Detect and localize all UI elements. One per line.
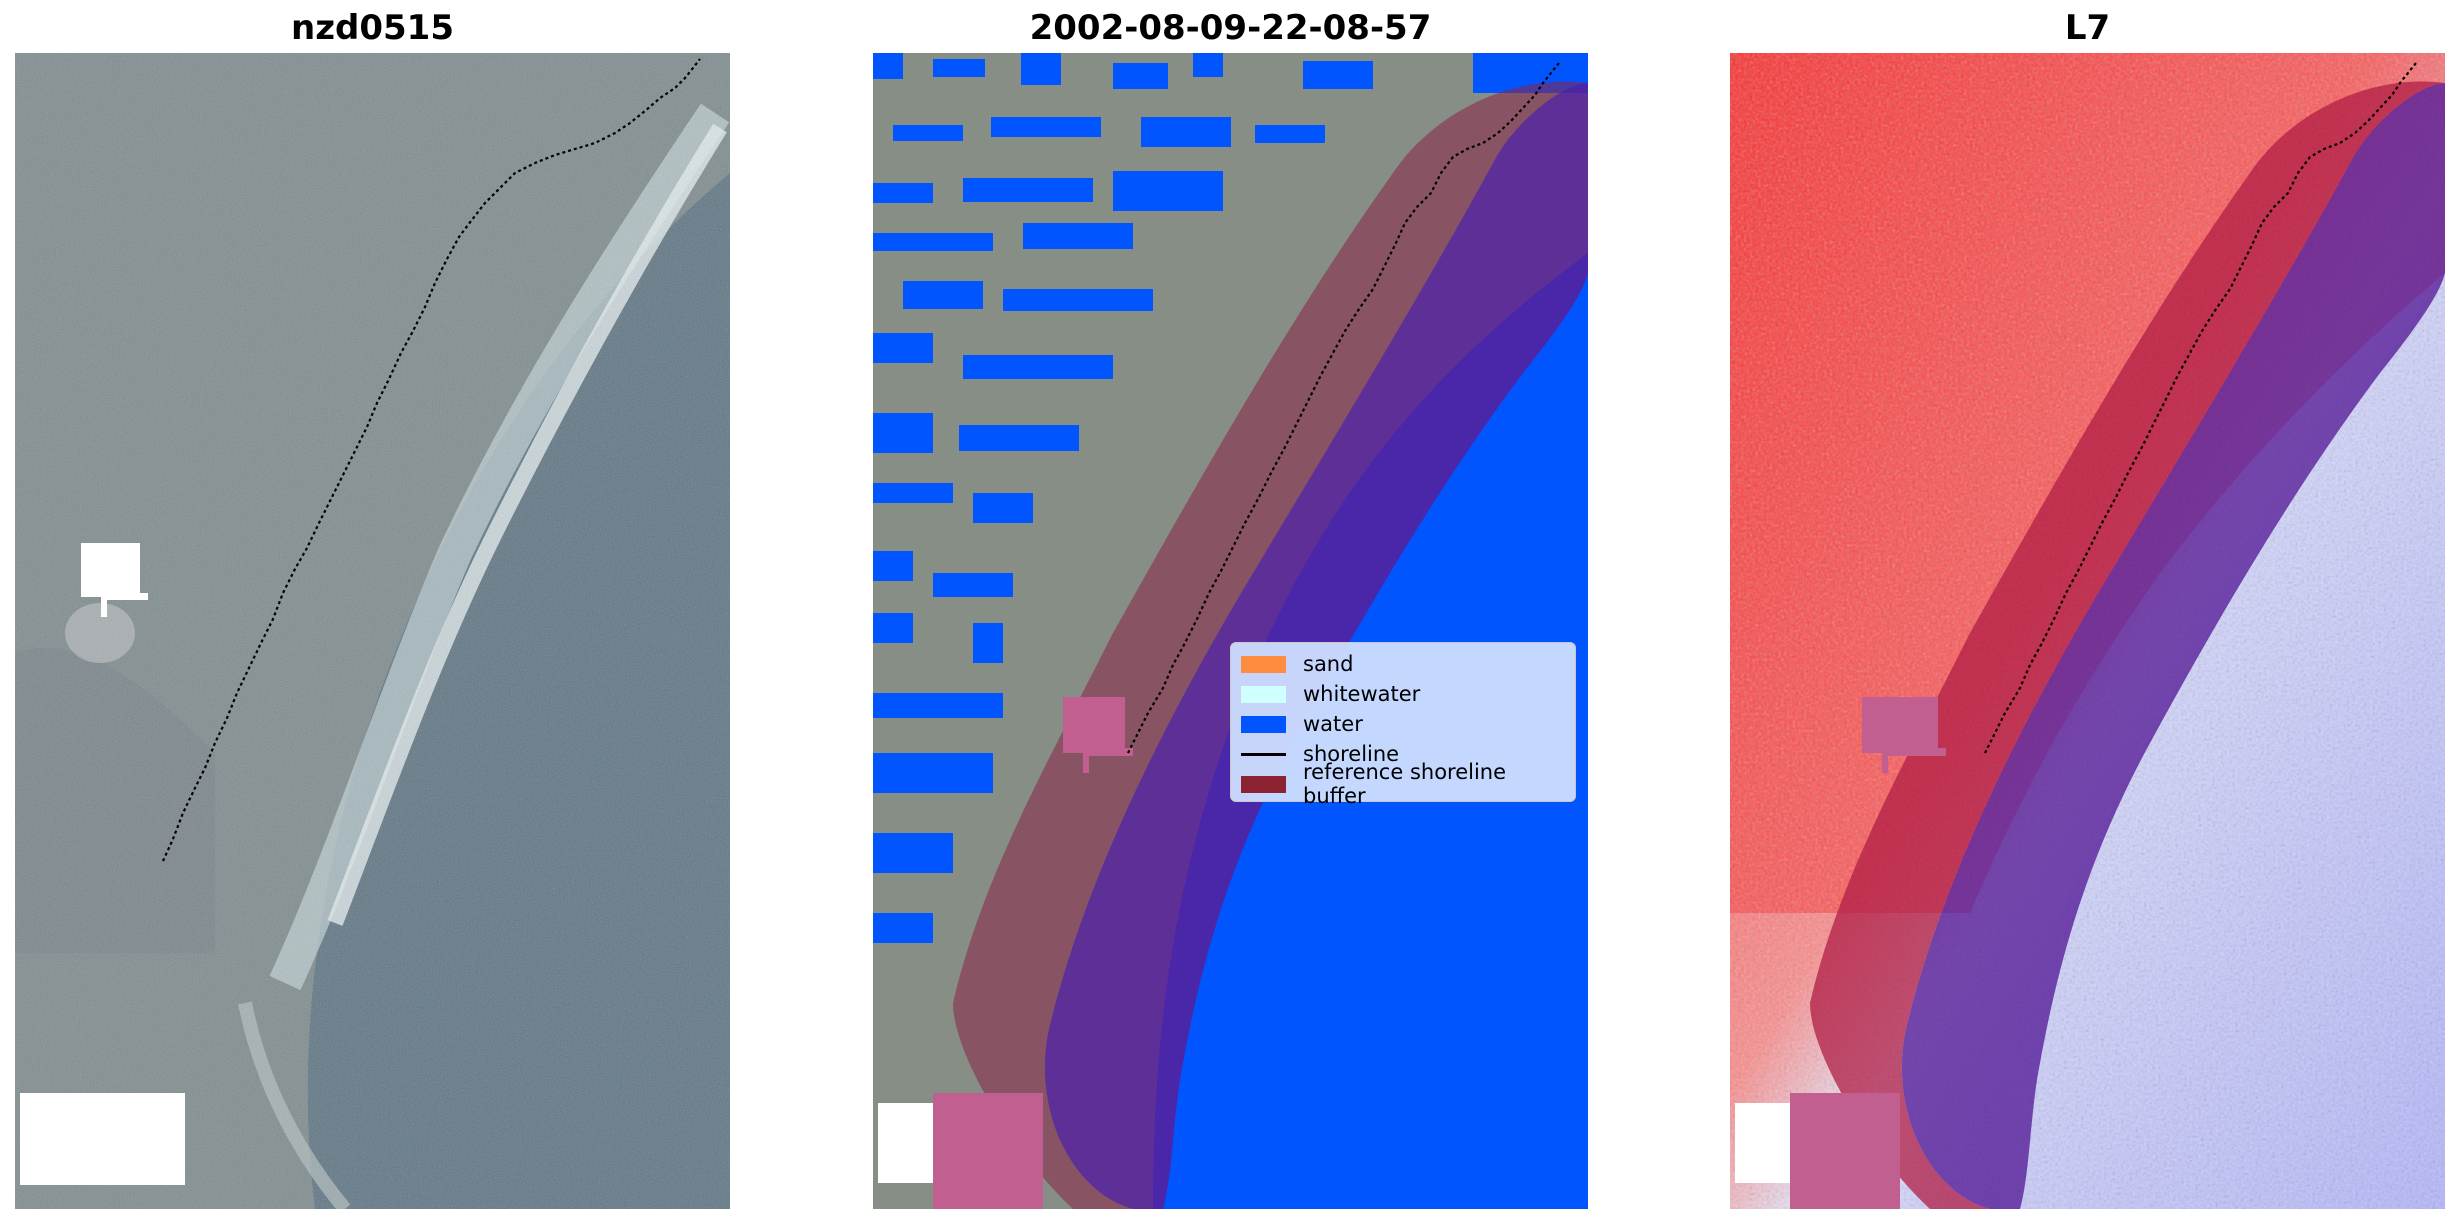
buffer-swatch [1241, 775, 1286, 793]
legend-label: water [1303, 712, 1363, 736]
legend-item-reference-shoreline-buffer: reference shoreline buffer [1241, 760, 1565, 808]
panel-title-classified: 2002-08-09-22-08-57 [1029, 8, 1432, 48]
index-image-panel[interactable] [1730, 53, 2445, 1209]
legend-item-whitewater: whitewater [1241, 679, 1565, 709]
nodata-mask [1063, 697, 1133, 773]
shoreline [161, 58, 701, 862]
nodata-mask [81, 543, 148, 617]
legend: sand whitewater water shoreline referenc… [1230, 642, 1576, 808]
panel-title-index: L7 [2064, 8, 2111, 48]
classified-image [873, 53, 1588, 1209]
rgb-image-panel[interactable] [15, 53, 730, 1209]
classified-image-panel[interactable] [873, 53, 1588, 1209]
legend-item-sand: sand [1241, 649, 1565, 679]
nodata-mask-corner [20, 1093, 185, 1185]
shoreline [1984, 62, 2417, 754]
reference-shoreline-buffer [1901, 83, 2445, 1209]
legend-label: whitewater [1303, 682, 1421, 706]
nodata-mask [1862, 697, 1946, 773]
legend-label: shoreline [1303, 742, 1400, 766]
water-swatch [1241, 715, 1286, 733]
whitewater-swatch [1241, 685, 1286, 703]
rgb-image [15, 53, 730, 1209]
legend-label: reference shoreline buffer [1303, 760, 1507, 808]
legend-label: sand [1303, 652, 1354, 676]
panel-title-rgb: nzd0515 [291, 8, 454, 48]
shoreline [1127, 62, 1560, 754]
legend-item-shoreline: shoreline [1241, 739, 1565, 769]
legend-item-water: water [1241, 709, 1565, 739]
index-image [1730, 53, 2445, 1209]
shoreline-line-sample [1241, 752, 1286, 756]
water-patches [873, 53, 1588, 943]
sand-swatch [1241, 655, 1286, 673]
